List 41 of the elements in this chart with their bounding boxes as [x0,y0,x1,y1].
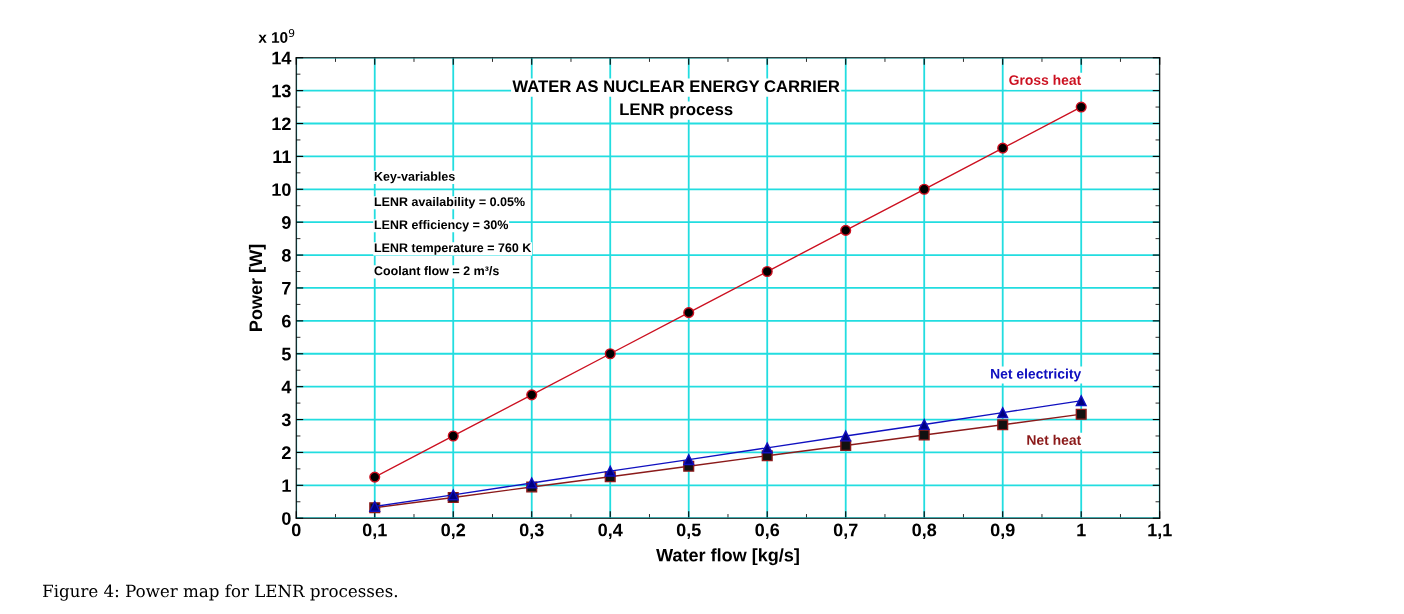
x-tick-label: 0,3 [519,523,544,539]
y-tick-label: 12 [272,117,291,131]
y-tick-label: 10 [272,183,291,197]
x-tick-label: 1 [1077,523,1086,537]
series-label: Net heat [1027,434,1082,445]
y-tick-label: 8 [281,249,291,262]
x-tick-label: 0,6 [755,523,780,539]
annotation: LENR temperature = 760 K [374,243,532,255]
x-tick-label: 0 [291,523,301,537]
x-tick-label: 0,9 [990,523,1015,539]
legend-label: Gross heat [1009,74,1082,85]
x-tick-label: 0,2 [441,523,466,539]
text: LENR process [620,103,733,119]
annotation: Key-variables [374,171,455,184]
caption: Figure 4: Power map for LENR processes. [43,584,397,601]
y-tick-label: 0 [282,512,291,525]
text: WATER AS NUCLEAR ENERGY CARRIER [512,80,840,93]
y-tick-label: 5 [281,347,291,361]
x-tick-label: 0,1 [362,523,387,539]
y-tick-label: 13 [272,84,291,98]
x-tick-label: 0,5 [676,523,701,539]
x-axis-title: Water flow [kg/s] [656,548,799,566]
x-tick-label: 0,7 [833,523,858,539]
annotation: Coolant flow = 2 m³/s [374,266,499,276]
y-tick-label: 11 [273,150,291,163]
series-label: Net electricity [991,368,1082,382]
y-tick-label: 2 [281,446,291,459]
x-tick-label: 0,8 [912,523,937,539]
y-axis-title: Power [W] [248,244,266,331]
annotation: LENR efficiency = 30% [374,219,509,232]
y-tick-label: 3 [281,413,291,427]
y-tick-label: 9 [281,216,291,229]
x-tick-label: 0,4 [598,523,623,539]
y-tick-label: 7 [282,282,291,295]
annotation: LENR availability = 0.05% [374,196,525,209]
y-tick-label: 6 [282,314,291,328]
y-tick-label: 14 [272,51,292,65]
y-tick-label: 4 [281,380,292,394]
text: x 10$^{9}$ [258,28,295,43]
x-tick-label: 1,1 [1148,523,1172,539]
y-tick-label: 1 [282,479,291,492]
